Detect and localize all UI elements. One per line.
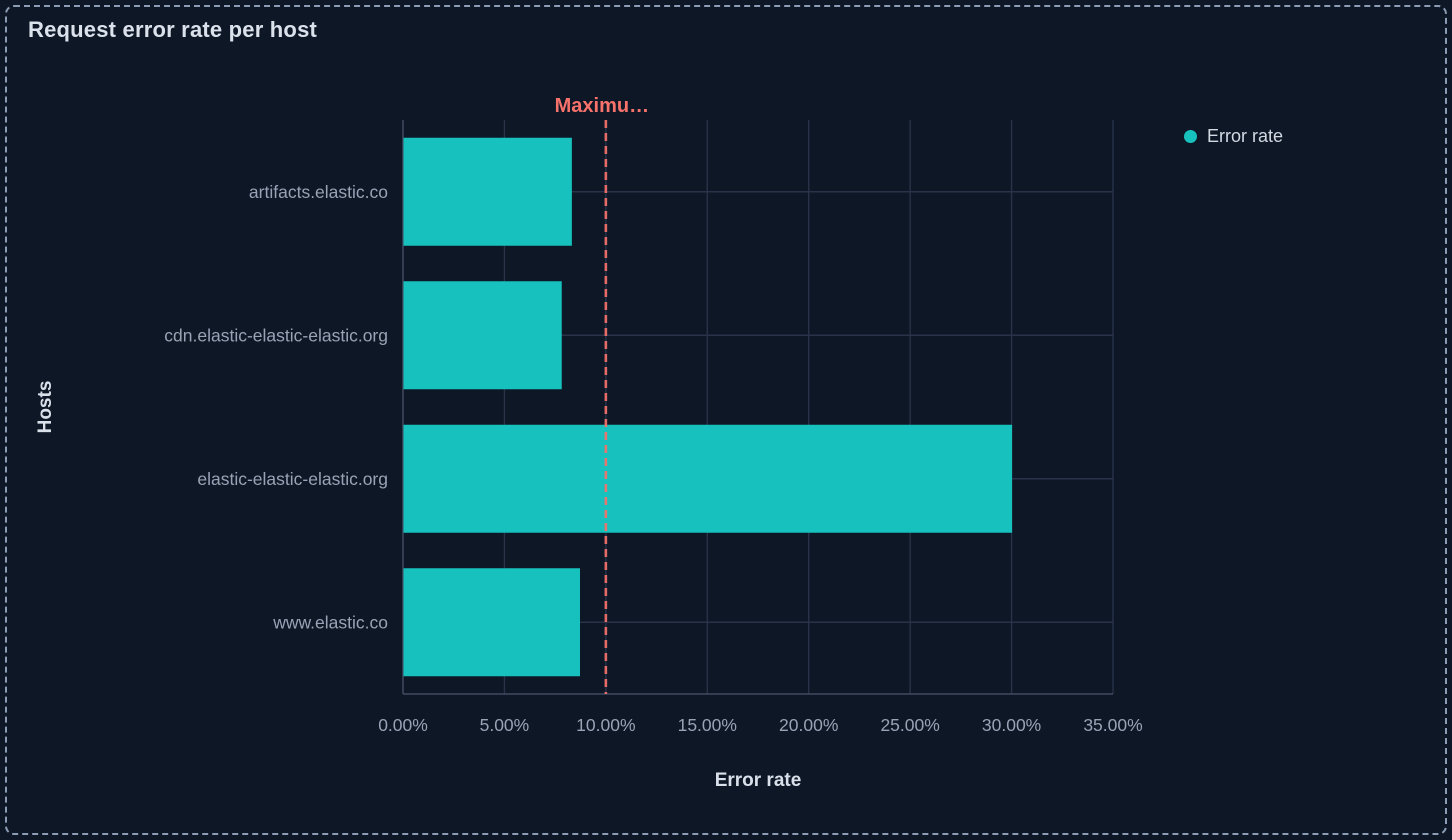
y-category-label: cdn.elastic-elastic-elastic.org bbox=[164, 325, 388, 345]
bar-www.elastic.co[interactable] bbox=[403, 568, 580, 677]
x-axis-title: Error rate bbox=[714, 770, 802, 791]
y-category-label: artifacts.elastic.co bbox=[249, 182, 388, 202]
legend-label: Error rate bbox=[1207, 126, 1284, 146]
x-tick-label: 30.00% bbox=[982, 715, 1041, 735]
bar-elastic-elastic-elastic.org[interactable] bbox=[403, 424, 1013, 533]
x-tick-label: 15.00% bbox=[678, 715, 737, 735]
x-tick-label: 25.00% bbox=[880, 715, 939, 735]
x-tick-label: 35.00% bbox=[1083, 715, 1142, 735]
panel-title: Request error rate per host bbox=[28, 17, 318, 42]
y-category-label: elastic-elastic-elastic.org bbox=[197, 469, 388, 489]
y-category-label: www.elastic.co bbox=[272, 612, 388, 632]
x-tick-label: 20.00% bbox=[779, 715, 838, 735]
x-tick-label: 5.00% bbox=[480, 715, 530, 735]
x-tick-label: 10.00% bbox=[576, 715, 635, 735]
x-tick-label: 0.00% bbox=[378, 715, 428, 735]
legend-item-error-rate[interactable]: Error rate bbox=[1184, 126, 1283, 147]
legend-swatch-icon bbox=[1184, 130, 1197, 143]
max-threshold-label: Maximu… bbox=[555, 95, 649, 117]
bar-artifacts.elastic.co[interactable] bbox=[403, 137, 572, 246]
bar-cdn.elastic-elastic-elastic.org[interactable] bbox=[403, 281, 562, 390]
